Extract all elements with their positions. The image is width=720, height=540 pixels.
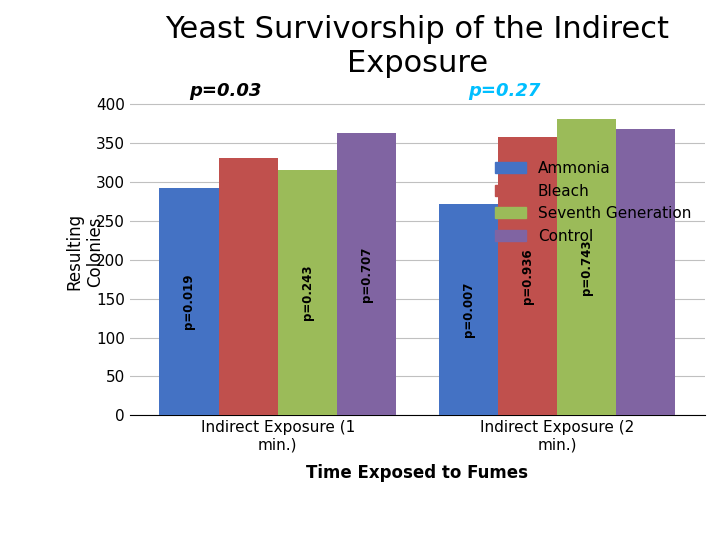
Legend: Ammonia, Bleach, Seventh Generation, Control: Ammonia, Bleach, Seventh Generation, Con… <box>489 155 698 250</box>
Bar <box>438 204 498 415</box>
Text: p=0.936: p=0.936 <box>521 248 534 304</box>
Bar <box>219 158 278 415</box>
Bar <box>557 119 616 415</box>
Text: p=0.007: p=0.007 <box>462 282 474 337</box>
Bar <box>278 170 337 415</box>
X-axis label: Time Exposed to Fumes: Time Exposed to Fumes <box>307 464 528 482</box>
Bar <box>337 133 396 415</box>
Bar <box>159 188 219 415</box>
Text: p=0.03: p=0.03 <box>189 82 261 100</box>
Text: p=0.743: p=0.743 <box>580 240 593 295</box>
Text: p=0.243: p=0.243 <box>301 265 314 321</box>
Title: Yeast Survivorship of the Indirect
Exposure: Yeast Survivorship of the Indirect Expos… <box>166 15 670 78</box>
Y-axis label: Resulting
Colonies: Resulting Colonies <box>66 213 104 291</box>
Bar <box>498 137 557 415</box>
Text: p=0.27: p=0.27 <box>468 82 541 100</box>
Text: p=0.707: p=0.707 <box>360 246 373 302</box>
Bar <box>616 129 675 415</box>
Text: p=0.019: p=0.019 <box>182 274 195 329</box>
